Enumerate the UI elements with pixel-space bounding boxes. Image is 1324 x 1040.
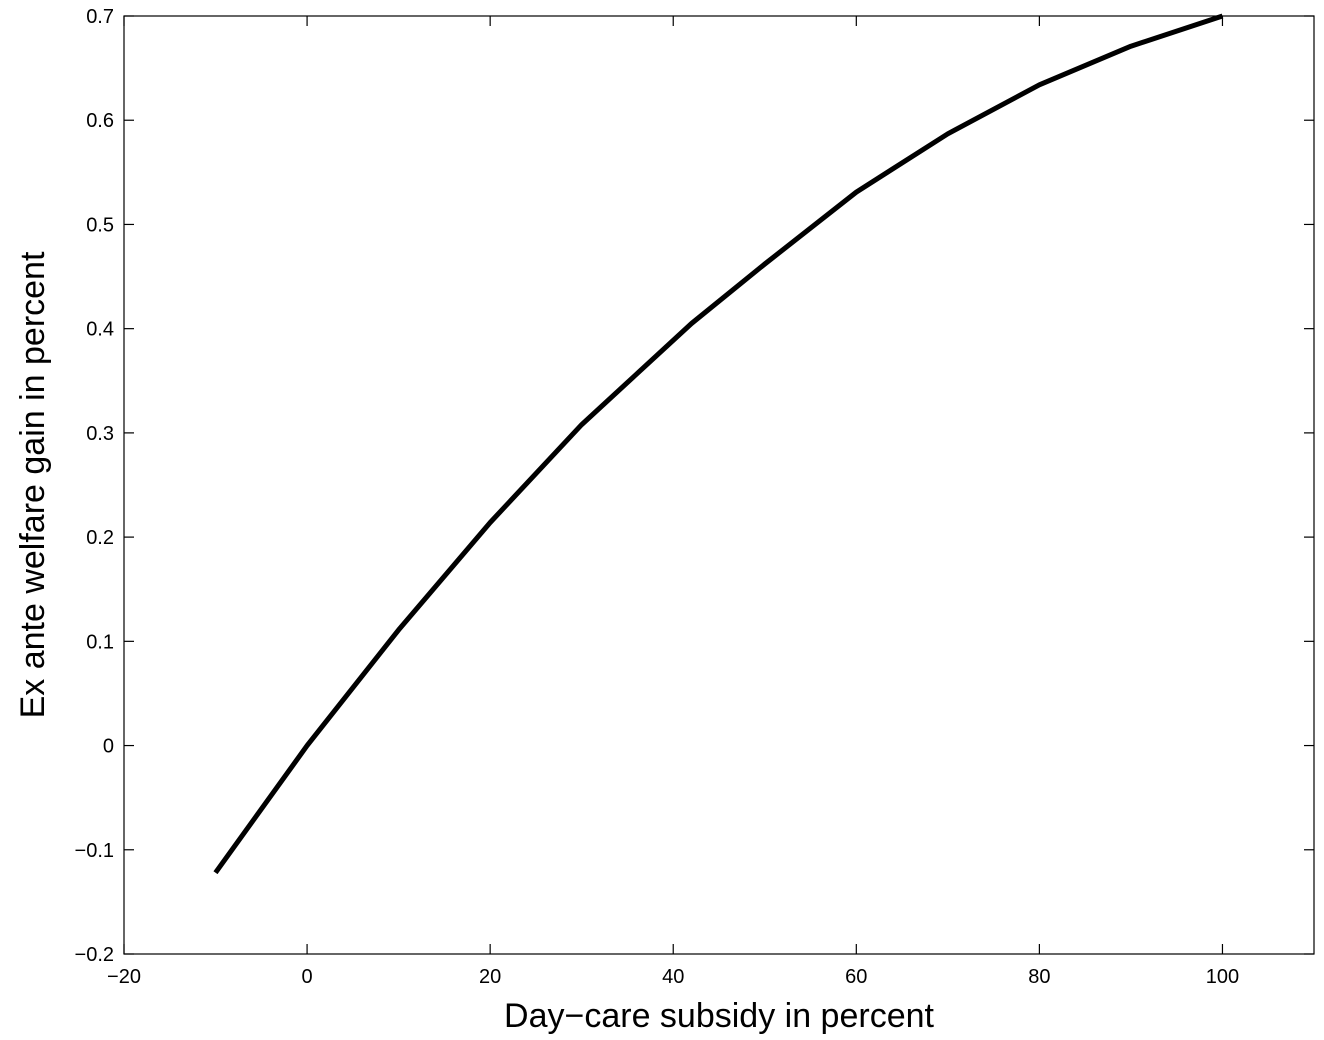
x-tick-label: 60 xyxy=(845,966,867,988)
x-axis-tick-labels: −20 0 20 40 60 80 100 xyxy=(107,966,1239,988)
x-axis-title: Day−care subsidy in percent xyxy=(504,997,935,1035)
series-line xyxy=(213,13,1224,875)
y-tick-label: 0.4 xyxy=(86,319,114,341)
y-tick-label: 0.1 xyxy=(86,631,114,653)
plot-area xyxy=(123,15,1315,955)
y-tick-label: −0.1 xyxy=(75,840,114,862)
x-tick-label: 100 xyxy=(1206,966,1239,988)
y-axis-tick-labels: −0.2 −0.1 0 0.1 0.2 0.3 0.4 0.5 0.6 0.7 xyxy=(75,6,114,966)
x-tick-label: 80 xyxy=(1028,966,1050,988)
x-tick-label: −20 xyxy=(107,966,141,988)
axis-ticks xyxy=(123,15,1314,955)
x-tick-label: 40 xyxy=(662,966,684,988)
y-tick-label: 0.2 xyxy=(86,527,114,549)
y-tick-label: 0.5 xyxy=(86,214,114,236)
y-tick-label: 0 xyxy=(103,736,114,758)
y-axis-title: Ex ante welfare gain in percent xyxy=(14,251,52,718)
x-tick-label: 20 xyxy=(479,966,501,988)
x-tick-label: 0 xyxy=(302,966,313,988)
y-tick-label: 0.7 xyxy=(86,6,114,28)
y-tick-label: 0.3 xyxy=(86,423,114,445)
y-tick-label: 0.6 xyxy=(86,110,114,132)
y-tick-label: −0.2 xyxy=(75,944,114,966)
data-series xyxy=(213,13,1224,875)
